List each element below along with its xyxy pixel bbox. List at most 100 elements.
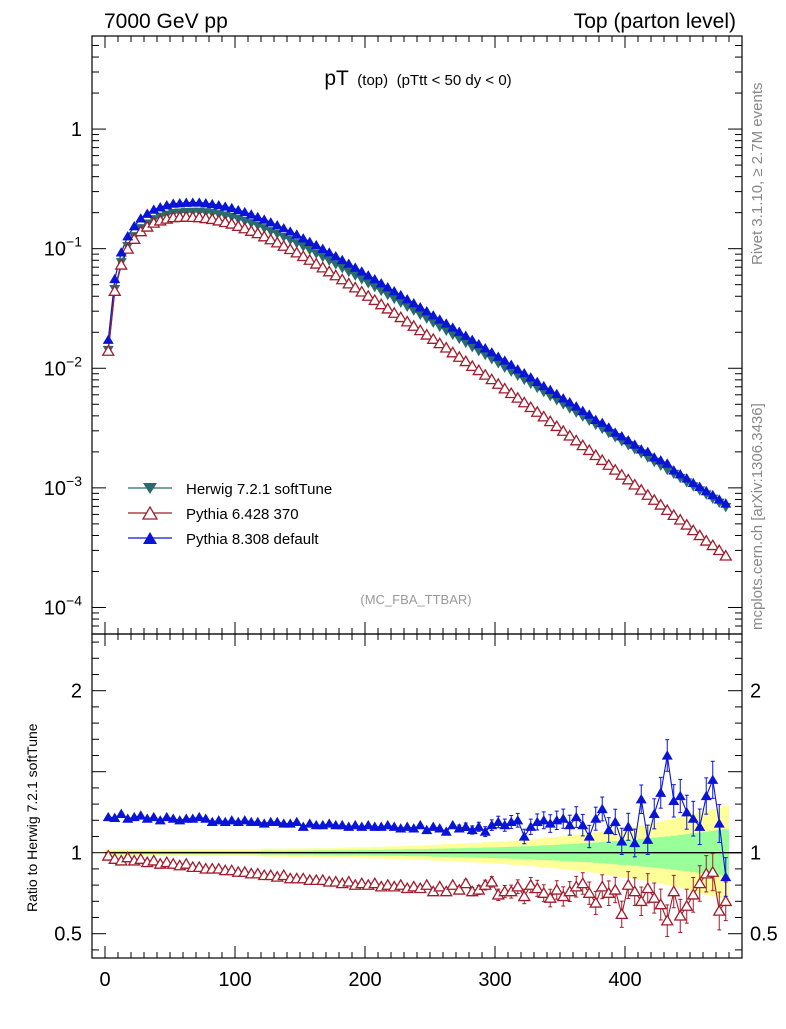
ratio-point xyxy=(635,794,647,804)
ratio-point xyxy=(621,878,635,890)
main-point xyxy=(141,208,153,218)
main-point xyxy=(239,206,251,217)
main-point xyxy=(252,221,264,231)
ratio-point xyxy=(408,823,420,833)
main-point xyxy=(238,222,252,234)
main-point xyxy=(720,498,732,508)
main-point xyxy=(686,524,700,536)
main-point xyxy=(148,204,160,214)
main-point xyxy=(361,289,375,301)
ratio-point xyxy=(680,899,694,911)
main-point xyxy=(135,213,147,223)
rivet-label: Rivet 3.1.10, ≥ 2.7M events xyxy=(749,83,766,266)
main-point xyxy=(557,393,569,403)
main-point xyxy=(121,242,135,254)
main-point xyxy=(374,298,388,310)
ratio-point xyxy=(447,819,459,830)
ratio-point xyxy=(642,834,654,844)
main-point xyxy=(648,452,660,462)
main-point xyxy=(512,371,524,381)
main-point xyxy=(369,274,381,284)
legend-item-pythia8: Pythia 8.308 default xyxy=(128,531,319,548)
main-point xyxy=(440,318,452,328)
main-point xyxy=(569,434,583,446)
ratio-point xyxy=(446,878,460,890)
ratio-point xyxy=(401,821,413,831)
ratio-point xyxy=(589,896,603,908)
main-point xyxy=(680,518,694,530)
ratio-point xyxy=(459,876,473,889)
main-point xyxy=(694,481,706,491)
ratio-point xyxy=(135,810,147,820)
ratio-point xyxy=(667,885,681,897)
main-point xyxy=(206,198,218,209)
ratio-point xyxy=(115,808,127,818)
main-point xyxy=(642,446,654,456)
main-ytick-label-exp: −2 xyxy=(66,353,82,369)
ratio-xtick-label: 200 xyxy=(348,969,381,991)
main-ytick-label: 10−4 xyxy=(44,592,82,619)
main-point xyxy=(531,376,543,386)
main-point xyxy=(232,204,244,215)
ratio-point xyxy=(291,816,303,827)
main-point xyxy=(330,250,342,261)
main-point xyxy=(322,265,336,277)
ratio-point xyxy=(161,811,173,822)
main-point xyxy=(660,503,674,516)
ratio-point xyxy=(525,821,537,831)
ratio-point xyxy=(109,812,121,822)
main-point xyxy=(460,330,472,340)
main-point xyxy=(115,247,127,257)
ratio-point xyxy=(707,774,719,784)
main-point xyxy=(654,498,668,510)
main-point xyxy=(381,302,395,314)
ratio-point xyxy=(537,886,551,898)
main-point xyxy=(525,379,537,390)
main-point xyxy=(109,273,121,284)
main-point xyxy=(414,301,426,312)
ratio-point xyxy=(434,823,446,833)
ratio-point xyxy=(544,818,556,828)
main-point xyxy=(706,538,720,551)
main-point xyxy=(316,261,330,273)
main-point xyxy=(336,254,348,265)
ratio-point xyxy=(550,883,564,895)
ratio-point xyxy=(452,883,466,895)
main-point xyxy=(557,400,569,410)
ratio-point xyxy=(485,875,499,887)
main-point xyxy=(225,217,239,229)
main-point xyxy=(291,229,303,239)
main-point xyxy=(452,350,466,362)
main-point xyxy=(700,485,712,496)
legend: Herwig 7.2.1 softTune Pythia 6.428 370 P… xyxy=(128,481,332,548)
main-point xyxy=(114,258,128,270)
main-point xyxy=(511,391,525,403)
ratio-ylabel: Ratio to Herwig 7.2.1 softTune xyxy=(24,723,40,912)
ratio-point xyxy=(154,815,166,825)
main-point xyxy=(446,346,460,358)
main-point xyxy=(616,431,628,441)
ratio-point xyxy=(681,806,693,817)
ratio-ytick-label: 1 xyxy=(71,843,82,865)
ratio-point xyxy=(486,819,498,830)
ratio-point xyxy=(577,819,589,830)
main-point xyxy=(556,424,570,436)
main-point xyxy=(668,465,680,475)
ratio-point xyxy=(167,813,179,823)
main-point xyxy=(707,489,719,500)
ratio-point xyxy=(530,881,544,894)
main-point xyxy=(655,455,667,465)
main-point xyxy=(304,236,316,246)
ratio-point xyxy=(694,821,706,831)
main-point xyxy=(400,315,414,327)
ratio-point xyxy=(499,819,511,830)
main-point xyxy=(122,231,134,241)
ratio-point xyxy=(297,821,309,831)
ratio-point xyxy=(200,813,212,823)
main-point xyxy=(128,221,140,231)
ratio-ytick-label-right: 2 xyxy=(750,681,761,703)
main-point xyxy=(486,355,498,365)
main-point xyxy=(355,285,369,297)
main-point xyxy=(271,220,283,230)
